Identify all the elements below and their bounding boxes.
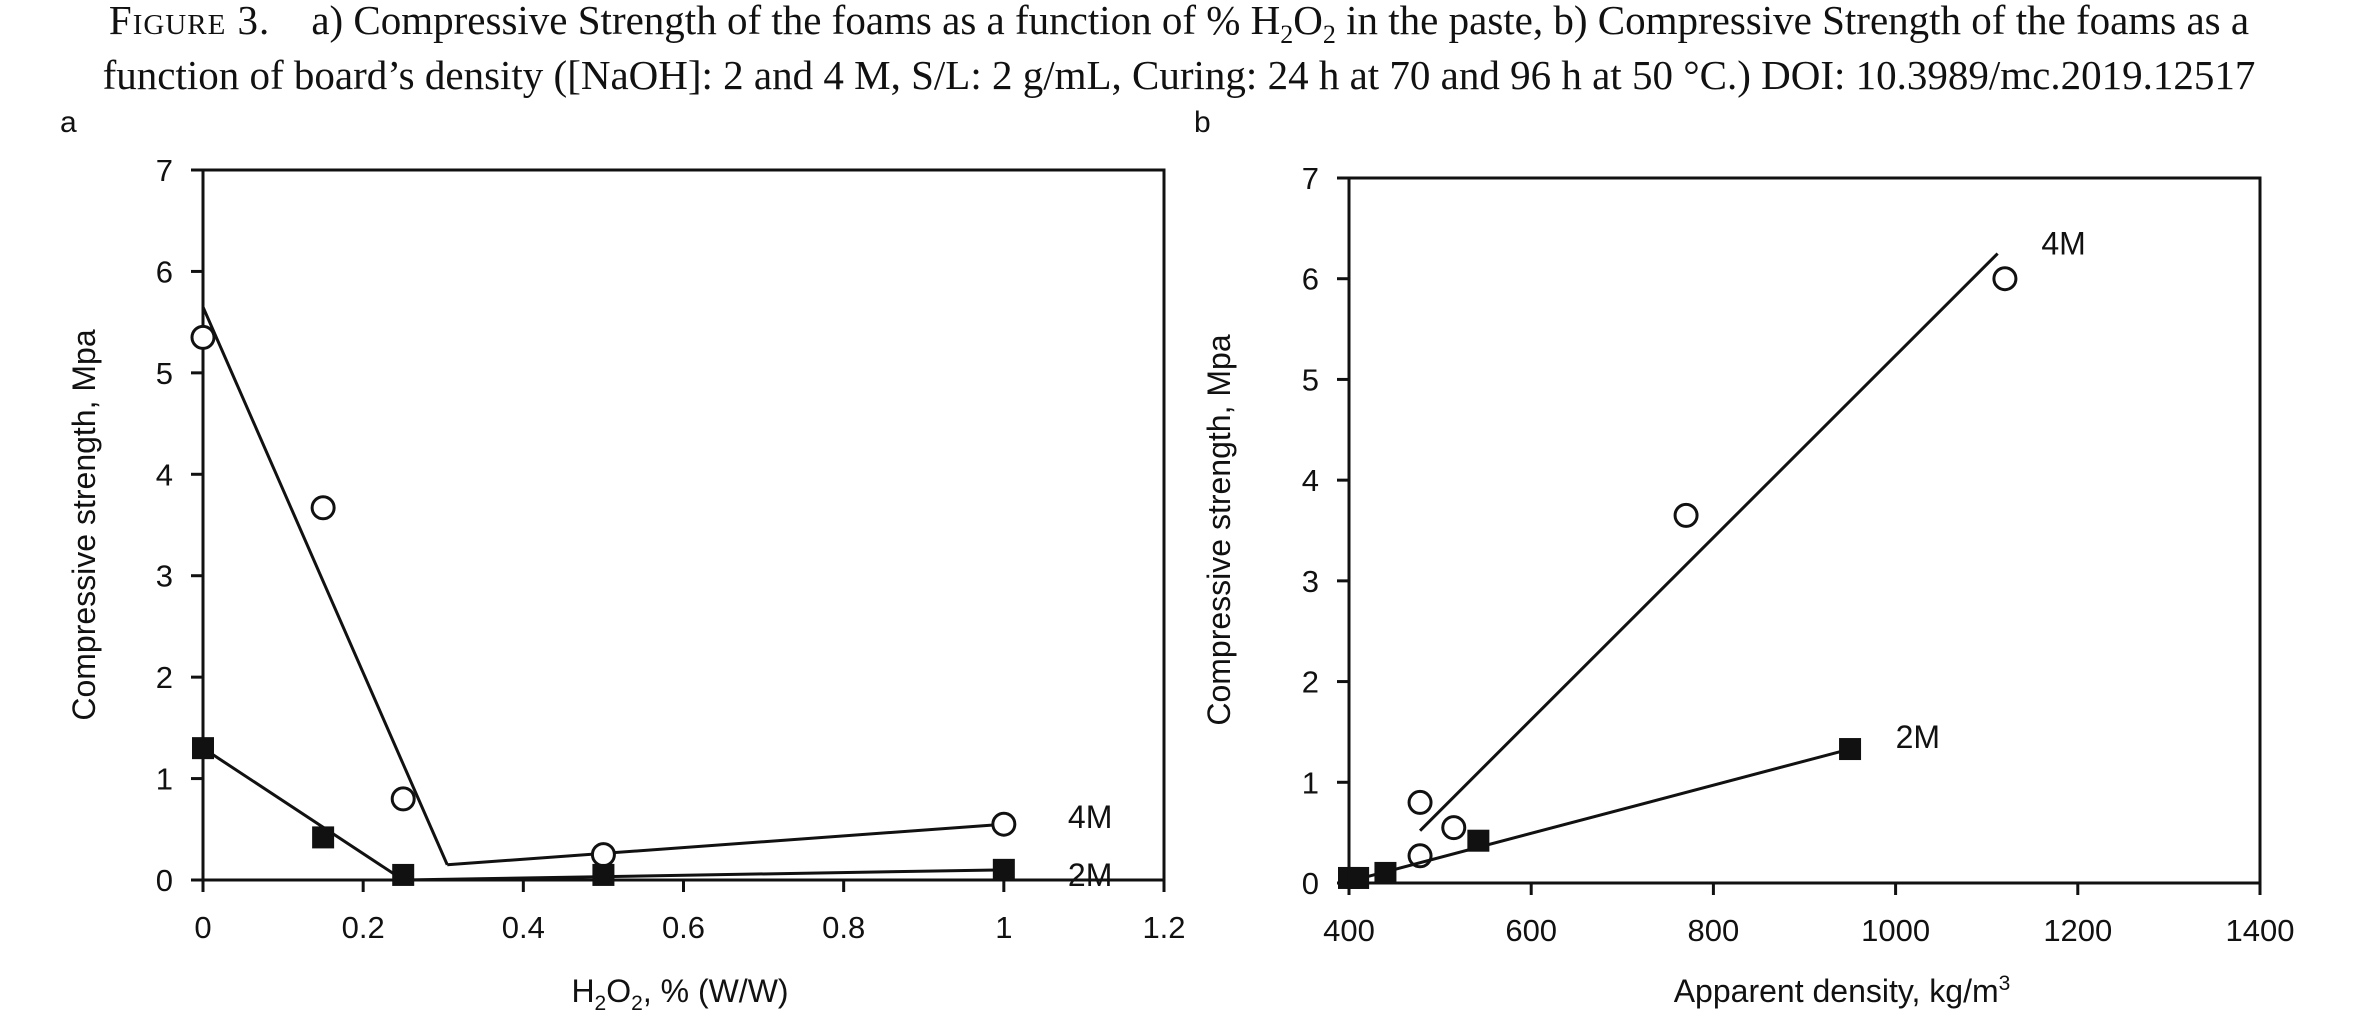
panel-b-series-4m-point xyxy=(1673,502,1699,528)
panel-a-series-4m-point xyxy=(310,495,336,521)
panel-a-x-tick-label: 0.6 xyxy=(662,910,705,945)
panel-a-y-axis-title: Compressive strength, Mpa xyxy=(66,329,102,720)
panel-a-y-tick-label: 7 xyxy=(156,153,173,188)
panel-a-x-tick-label: 1.2 xyxy=(1142,910,1185,945)
panel-a-x-tick-label: 0 xyxy=(194,910,211,945)
panel-b-x-tick-label: 1400 xyxy=(2226,913,2295,948)
panel-b-x-tick-label: 1200 xyxy=(2043,913,2112,948)
panel-b-series-2m-point xyxy=(1467,829,1490,852)
caption-line-2: function of board’s density ([NaOH]: 2 a… xyxy=(102,52,2256,99)
panel-a-series-2m-point xyxy=(192,737,214,760)
panel-a-x-axis-title-part: , % (W/W) xyxy=(643,973,789,1009)
panel-a-x-axis-title-subscript: 2 xyxy=(595,992,607,1014)
caption-text-1a: a) Compressive Strength of the foams as … xyxy=(311,0,1281,43)
panel-a-series-2m-fit-line xyxy=(403,868,1004,882)
chart-panel-a: 0 1 2 3 4 5 6 7 0 0.2 0.4 0.6 0.8 1 1.2 Compressive str… xyxy=(66,153,1186,1014)
panel-a-series-2m-point xyxy=(592,863,615,886)
panel-b-series-2m-fit-line xyxy=(1350,747,1851,883)
panel-b-x-axis-title: Apparent density, kg/m3 xyxy=(1674,972,2011,1009)
caption-sub-2: 2 xyxy=(1322,20,1336,50)
panel-a-series-4m-fit-line xyxy=(447,822,1004,867)
panel-b-series-label-4m: 4M xyxy=(2041,225,2085,261)
panel-a-x-tick-label: 0.2 xyxy=(342,910,385,945)
panel-a-series-label-4m: 4M xyxy=(1068,799,1112,835)
panel-a-y-tick-label: 5 xyxy=(156,356,173,391)
panel-a-series-2m-point xyxy=(992,858,1015,881)
panel-a-series-2m-point xyxy=(312,826,335,849)
panel-b-y-tick-label: 6 xyxy=(1302,262,1319,297)
panel-b-y-tick-label: 5 xyxy=(1302,362,1319,397)
panel-a-y-tick-label: 3 xyxy=(156,559,173,594)
panel-a-y-tick-label: 0 xyxy=(156,863,173,898)
panel-b-plot-frame xyxy=(1347,176,2262,885)
figure-caption: Figure 3. a) Compressive Strength of the… xyxy=(0,0,2358,99)
panel-b-y-tick-label: 2 xyxy=(1302,665,1319,700)
panel-a-series-4m-fit-line xyxy=(201,306,449,866)
figure-label: Figure 3. xyxy=(108,0,271,43)
panel-b-series-4m-point xyxy=(1407,789,1433,815)
panel-b-series-2m-point xyxy=(1839,738,1862,761)
panel-b-series-2m-point xyxy=(1374,861,1397,884)
panel-b-series-4m-fit-line xyxy=(1418,252,1999,832)
panel-b-x-axis-title-part: Apparent density, kg/m xyxy=(1674,973,1999,1009)
caption-text-1c: in the paste, b) Compressive Strength of… xyxy=(1335,0,2250,43)
panel-a-x-axis-title-part: O xyxy=(606,973,631,1009)
panel-b-series-4m-point xyxy=(1992,266,2018,292)
panel-label-a: a xyxy=(60,106,77,139)
panel-label-b: b xyxy=(1194,106,1211,139)
panel-a-x-axis-title-part: H xyxy=(571,973,594,1009)
caption-sub-1: 2 xyxy=(1280,20,1294,50)
panel-b-x-tick-label: 600 xyxy=(1505,913,1557,948)
caption-text-1b: O xyxy=(1293,0,1323,43)
panel-a-x-axis-title-subscript: 2 xyxy=(631,992,643,1014)
panel-b-x-tick-label: 800 xyxy=(1688,913,1740,948)
panel-b-y-tick-label: 4 xyxy=(1302,463,1319,498)
panel-a-x-axis-title: H2O2, % (W/W) xyxy=(571,973,788,1014)
panel-a-y-tick-label: 1 xyxy=(156,762,173,797)
panel-b-y-tick-label: 3 xyxy=(1302,564,1319,599)
panel-b-series-label-2m: 2M xyxy=(1896,719,1940,755)
panel-a-y-tick-label: 6 xyxy=(156,254,173,289)
panel-a-x-tick-label: 1 xyxy=(995,910,1012,945)
panel-a-x-tick-label: 0.4 xyxy=(502,910,545,945)
panel-b-x-tick-label: 1000 xyxy=(1861,913,1930,948)
panel-b-y-tick-label: 0 xyxy=(1302,866,1319,901)
panel-b-series-2m-point xyxy=(1347,866,1370,889)
panel-a-series-2m-point xyxy=(392,863,415,886)
panel-b-x-axis-title-superscript: 3 xyxy=(1999,972,2011,995)
panel-a-series-4m-point xyxy=(991,811,1017,837)
panel-a-series-2m-fit-line xyxy=(202,746,405,882)
panel-b-y-tick-label: 1 xyxy=(1302,765,1319,800)
chart-panel-b: 0 1 2 3 4 5 6 7 400 600 800 1000 1200 1400 Compressive… xyxy=(1201,161,2294,1009)
panel-a-y-tick-label: 4 xyxy=(156,457,173,492)
panel-a-y-tick-label: 2 xyxy=(156,660,173,695)
panel-a-series-4m-point xyxy=(190,324,216,350)
panel-a-series-4m-point xyxy=(390,786,416,812)
panel-b-x-tick-label: 400 xyxy=(1323,913,1375,948)
panel-b-y-axis-title: Compressive strength, Mpa xyxy=(1201,334,1237,725)
panel-a-series-label-2m: 2M xyxy=(1068,857,1112,893)
caption-line-1: Figure 3. a) Compressive Strength of the… xyxy=(0,0,2358,55)
panel-a-x-tick-label: 0.8 xyxy=(822,910,865,945)
panel-b-series-4m-point xyxy=(1441,815,1467,841)
panel-b-y-tick-label: 7 xyxy=(1302,161,1319,196)
panel-a-series-4m-point xyxy=(590,842,616,868)
panel-a-plot-frame xyxy=(201,168,1166,882)
